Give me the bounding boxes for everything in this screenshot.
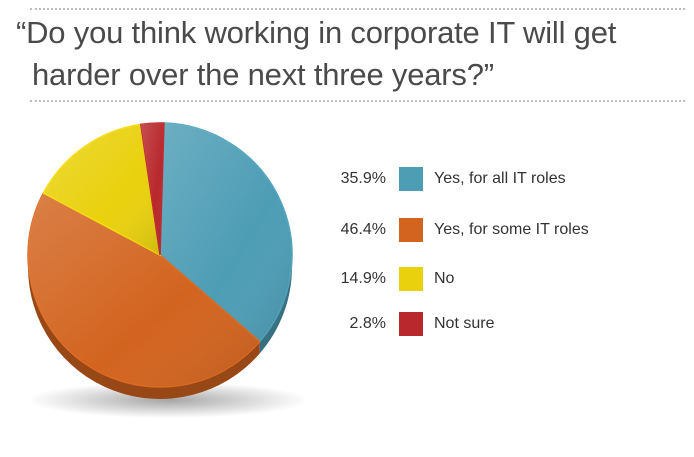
legend-value: 14.9% bbox=[340, 270, 386, 287]
legend-value: 2.8% bbox=[349, 315, 386, 332]
legend-swatch bbox=[399, 312, 423, 336]
legend-swatch bbox=[399, 267, 423, 291]
chart-title-line-1: “Do you think working in corporate IT wi… bbox=[16, 15, 617, 50]
legend-label: Yes, for some IT roles bbox=[434, 221, 589, 238]
legend-value: 46.4% bbox=[340, 221, 386, 238]
legend-item-yes-all: 35.9% Yes, for all IT roles bbox=[326, 164, 686, 194]
pie-slices bbox=[27, 122, 293, 388]
chart-title-line-2: harder over the next three years?” bbox=[32, 57, 494, 92]
title-rule-bottom bbox=[30, 100, 685, 102]
legend-item-no: 14.9% No bbox=[326, 264, 686, 294]
pie-slice-yes-all-side bbox=[259, 255, 292, 354]
pie-slice-not-sure-gloss bbox=[140, 123, 164, 255]
legend-label: Not sure bbox=[434, 315, 495, 332]
legend-item-yes-some: 46.4% Yes, for some IT roles bbox=[326, 215, 686, 245]
pie-chart bbox=[27, 122, 308, 418]
title-rule-top bbox=[30, 8, 685, 10]
pie-depth bbox=[28, 255, 292, 400]
chart-title: “Do you think working in corporate IT wi… bbox=[16, 12, 676, 96]
legend-swatch bbox=[399, 218, 423, 242]
legend-label: Yes, for all IT roles bbox=[434, 170, 566, 187]
legend-label: No bbox=[434, 270, 455, 287]
legend-swatch bbox=[399, 167, 423, 191]
pie-slice-yes-all-gloss bbox=[160, 123, 292, 342]
legend-item-not-sure: 2.8% Not sure bbox=[326, 309, 686, 339]
pie-slice-no-gloss bbox=[43, 124, 160, 255]
legend-value: 35.9% bbox=[340, 170, 386, 187]
pie-shadow bbox=[28, 382, 308, 418]
pie-slice-yes-some-gloss bbox=[27, 193, 260, 388]
